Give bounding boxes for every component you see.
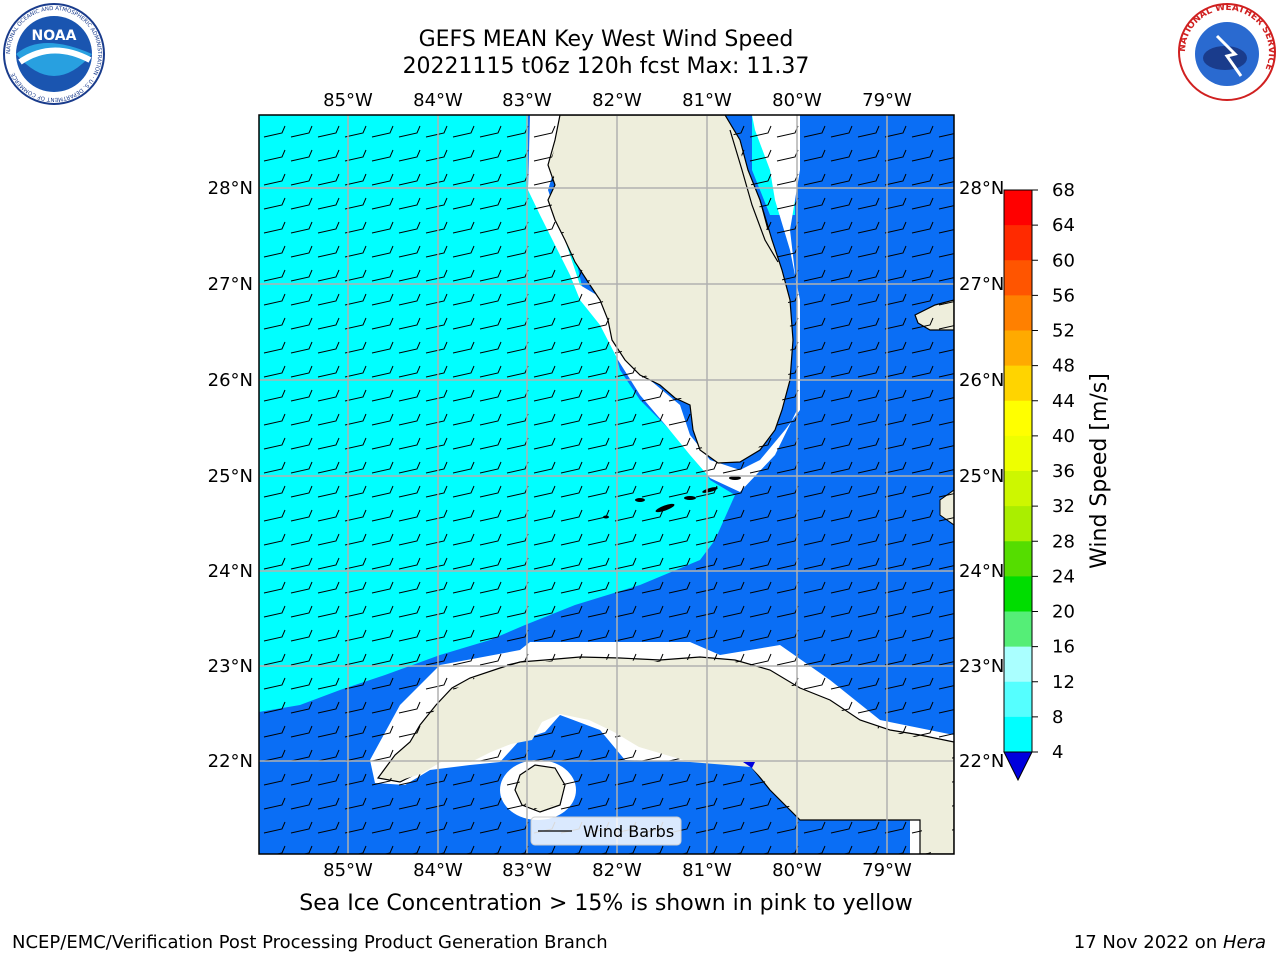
svg-text:81°W: 81°W bbox=[682, 90, 732, 111]
map-legend: Wind Barbs bbox=[530, 816, 682, 846]
svg-text:28°N: 28°N bbox=[208, 178, 253, 199]
lat-labels-left: 28°N 27°N 26°N 25°N 24°N 23°N 22°N bbox=[208, 178, 253, 772]
legend-label: Wind Barbs bbox=[583, 822, 674, 841]
svg-text:24°N: 24°N bbox=[959, 561, 1004, 582]
colorbar-tick-label: 40 bbox=[1052, 426, 1075, 447]
colorbar-segment bbox=[1004, 611, 1032, 648]
lon-labels-top: 85°W 84°W 83°W 82°W 81°W 80°W 79°W bbox=[323, 90, 912, 111]
colorbar-tick-label: 60 bbox=[1052, 250, 1075, 271]
chart-title: GEFS MEAN Key West Wind Speed bbox=[418, 27, 794, 52]
noaa-logo-text: NOAA bbox=[32, 28, 77, 44]
svg-text:83°W: 83°W bbox=[502, 90, 552, 111]
wind-speed-map: Wind Barbs 85°W 84°W 83°W 82°W 81°W 80°W… bbox=[208, 90, 1112, 881]
svg-text:85°W: 85°W bbox=[323, 860, 373, 881]
svg-text:81°W: 81°W bbox=[682, 860, 732, 881]
map-frame bbox=[258, 114, 955, 855]
svg-text:82°W: 82°W bbox=[592, 860, 642, 881]
colorbar-segment bbox=[1004, 681, 1032, 718]
noaa-logo: NOAA NATIONAL OCEANIC AND ATMOSPHERIC AD… bbox=[3, 3, 105, 105]
svg-text:24°N: 24°N bbox=[208, 561, 253, 582]
colorbar-segment bbox=[1004, 400, 1032, 437]
colorbar-segment bbox=[1004, 506, 1032, 542]
footer-machine: Hera bbox=[1222, 932, 1266, 953]
svg-text:26°N: 26°N bbox=[208, 370, 253, 391]
svg-text:23°N: 23°N bbox=[959, 656, 1004, 677]
svg-text:25°N: 25°N bbox=[959, 466, 1004, 487]
svg-text:80°W: 80°W bbox=[772, 90, 822, 111]
svg-text:25°N: 25°N bbox=[208, 466, 253, 487]
colorbar-segment bbox=[1004, 190, 1032, 226]
colorbar-segment bbox=[1004, 541, 1032, 577]
svg-text:80°W: 80°W bbox=[772, 860, 822, 881]
colorbar-segment bbox=[1004, 576, 1032, 612]
colorbar-tick-label: 44 bbox=[1052, 391, 1075, 412]
colorbar-tick-label: 16 bbox=[1052, 637, 1075, 658]
svg-text:84°W: 84°W bbox=[413, 90, 463, 111]
svg-text:85°W: 85°W bbox=[323, 90, 373, 111]
colorbar-segment bbox=[1004, 330, 1032, 367]
colorbar-tick-label: 56 bbox=[1052, 285, 1075, 306]
colorbar-tick-label: 20 bbox=[1052, 602, 1075, 623]
colorbar-tick-label: 12 bbox=[1052, 672, 1075, 693]
colorbar-extend-arrow bbox=[1003, 751, 1033, 782]
svg-text:83°W: 83°W bbox=[502, 860, 552, 881]
footer-date: 17 Nov 2022 on Hera bbox=[1073, 932, 1266, 953]
colorbar-tick-label: 32 bbox=[1052, 496, 1075, 517]
colorbar-tick-label: 52 bbox=[1052, 321, 1075, 342]
colorbar-segment bbox=[1004, 646, 1032, 683]
chart-subtitle: 20221115 t06z 120h fcst Max: 11.37 bbox=[402, 54, 810, 79]
lat-labels-right: 28°N 27°N 26°N 25°N 24°N 23°N 22°N bbox=[959, 178, 1004, 772]
colorbar-tick-label: 48 bbox=[1052, 356, 1075, 377]
footer-credit: NCEP/EMC/Verification Post Processing Pr… bbox=[12, 932, 608, 953]
colorbar: 68 64 60 56 52 48 44 40 36 32 28 24 20 16 12 8 4 Wind Sp… bbox=[1003, 180, 1112, 782]
colorbar-tick-label: 24 bbox=[1052, 566, 1075, 587]
colorbar-segment bbox=[1004, 716, 1032, 753]
nws-logo: NATIONAL WEATHER SERVICE bbox=[1178, 3, 1276, 101]
colorbar-tick-label: 64 bbox=[1052, 215, 1075, 236]
svg-text:27°N: 27°N bbox=[208, 274, 253, 295]
colorbar-segment bbox=[1004, 435, 1032, 472]
svg-text:22°N: 22°N bbox=[959, 751, 1004, 772]
svg-text:27°N: 27°N bbox=[959, 274, 1004, 295]
gridlines bbox=[259, 115, 954, 854]
colorbar-tick-label: 68 bbox=[1052, 180, 1075, 201]
colorbar-tick-label: 28 bbox=[1052, 531, 1075, 552]
sea-ice-caption: Sea Ice Concentration > 15% is shown in … bbox=[299, 891, 913, 916]
svg-text:79°W: 79°W bbox=[862, 860, 912, 881]
svg-text:22°N: 22°N bbox=[208, 751, 253, 772]
colorbar-segment bbox=[1004, 295, 1032, 331]
colorbar-tick-label: 36 bbox=[1052, 461, 1075, 482]
svg-text:26°N: 26°N bbox=[959, 370, 1004, 391]
colorbar-tick-label: 8 bbox=[1052, 707, 1063, 728]
colorbar-segment bbox=[1004, 225, 1032, 261]
svg-text:84°W: 84°W bbox=[413, 860, 463, 881]
colorbar-segment bbox=[1004, 260, 1032, 296]
lon-labels-bottom: 85°W 84°W 83°W 82°W 81°W 80°W 79°W bbox=[323, 860, 912, 881]
colorbar-tick-label: 4 bbox=[1052, 742, 1063, 763]
colorbar-segment bbox=[1004, 471, 1032, 507]
svg-text:28°N: 28°N bbox=[959, 178, 1004, 199]
svg-text:82°W: 82°W bbox=[592, 90, 642, 111]
svg-text:79°W: 79°W bbox=[862, 90, 912, 111]
colorbar-label: Wind Speed [m/s] bbox=[1087, 373, 1112, 569]
colorbar-segment bbox=[1004, 365, 1032, 402]
svg-text:23°N: 23°N bbox=[208, 656, 253, 677]
